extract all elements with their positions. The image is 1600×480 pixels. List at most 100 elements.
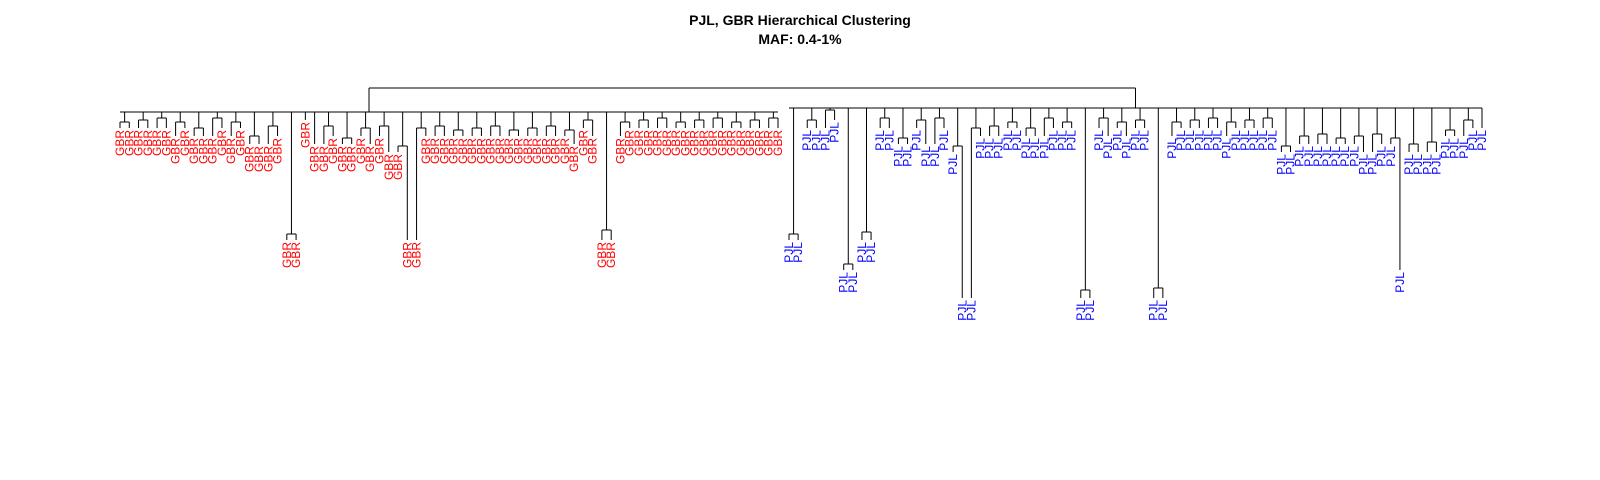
leaf-label: PJL <box>891 146 905 167</box>
leaf-label: PJL <box>1420 154 1434 175</box>
leaf-label: PJL <box>782 242 796 263</box>
leaf-label: PJL <box>873 130 887 151</box>
leaf-label: PJL <box>864 242 878 263</box>
leaf-label: GBR <box>400 242 414 268</box>
leaf-label: PJL <box>983 138 997 159</box>
leaf-label: GBR <box>391 154 405 180</box>
leaf-label: PJL <box>1010 130 1024 151</box>
leaf-label: GBR <box>363 146 377 172</box>
leaf-label: PJL <box>1393 272 1407 293</box>
leaf-label: GBR <box>215 130 229 156</box>
leaf-label: PJL <box>1329 146 1343 167</box>
leaf-label: GBR <box>419 138 433 164</box>
leaf-label: GBR <box>484 138 498 164</box>
leaf-label: PJL <box>1265 130 1279 151</box>
leaf-label: GBR <box>456 138 470 164</box>
leaf-label: GBR <box>224 138 238 164</box>
leaf-label: PJL <box>1037 138 1051 159</box>
leaf-label: GBR <box>502 138 516 164</box>
leaf-label: PJL <box>1147 300 1161 321</box>
leaf-label: PJL <box>1284 154 1298 175</box>
leaf-label: PJL <box>1274 154 1288 175</box>
leaf-label: GBR <box>196 138 210 164</box>
leaf-label: GBR <box>372 138 386 164</box>
leaf-label: GBR <box>132 130 146 156</box>
leaf-label: PJL <box>1110 130 1124 151</box>
leaf-label: GBR <box>345 146 359 172</box>
leaf-label: PJL <box>1074 300 1088 321</box>
leaf-label: PJL <box>882 130 896 151</box>
leaf-label: GBR <box>595 242 609 268</box>
leaf-label: GBR <box>280 242 294 268</box>
leaf-label: PJL <box>973 138 987 159</box>
leaf-label: GBR <box>271 138 285 164</box>
leaf-label: GBR <box>651 130 665 156</box>
leaf-label: PJL <box>1220 138 1234 159</box>
leaf-label: GBR <box>734 130 748 156</box>
leaf-label: PJL <box>928 146 942 167</box>
leaf-label: GBR <box>150 130 164 156</box>
leaf-label: GBR <box>558 138 572 164</box>
leaf-label: PJL <box>1356 154 1370 175</box>
leaf-label: PJL <box>1320 146 1334 167</box>
leaf-label: PJL <box>1439 138 1453 159</box>
leaf-label: GBR <box>752 130 766 156</box>
leaf-label: GBR <box>233 130 247 156</box>
leaf-label: PJL <box>1338 146 1352 167</box>
leaf-label: GBR <box>771 130 785 156</box>
leaf-label: PJL <box>1165 138 1179 159</box>
leaf-label: PJL <box>800 130 814 151</box>
leaf-label: GBR <box>549 138 563 164</box>
leaf-label: PJL <box>1119 138 1133 159</box>
leaf-label: PJL <box>1056 130 1070 151</box>
leaf-label: GBR <box>141 130 155 156</box>
leaf-label: PJL <box>1092 130 1106 151</box>
leaf-label: GBR <box>382 154 396 180</box>
leaf-label: PJL <box>1411 154 1425 175</box>
leaf-label: PJL <box>1019 138 1033 159</box>
leaf-label: GBR <box>493 138 507 164</box>
leaf-label: PJL <box>1229 130 1243 151</box>
leaf-label: GBR <box>113 130 127 156</box>
leaf-label: GBR <box>725 130 739 156</box>
leaf-label: PJL <box>1028 138 1042 159</box>
leaf-label: PJL <box>955 300 969 321</box>
leaf-label: PJL <box>809 130 823 151</box>
leaf-label: GBR <box>539 138 553 164</box>
leaf-label: GBR <box>613 138 627 164</box>
leaf-label: GBR <box>252 146 266 172</box>
leaf-label: PJL <box>1311 146 1325 167</box>
chart-subtitle: MAF: 0.4-1% <box>758 31 842 47</box>
leaf-label: GBR <box>715 130 729 156</box>
leaf-label: GBR <box>660 130 674 156</box>
leaf-label: GBR <box>641 130 655 156</box>
leaf-label: GBR <box>465 138 479 164</box>
leaf-label: PJL <box>1466 130 1480 151</box>
leaf-label: GBR <box>623 130 637 156</box>
leaf-label: PJL <box>1375 146 1389 167</box>
leaf-label: PJL <box>1101 138 1115 159</box>
leaf-label: PJL <box>828 122 842 143</box>
leaf-label: GBR <box>169 138 183 164</box>
leaf-label: PJL <box>1256 130 1270 151</box>
leaf-label: GBR <box>261 146 275 172</box>
leaf-label: PJL <box>855 242 869 263</box>
leaf-label: GBR <box>206 138 220 164</box>
leaf-label: PJL <box>910 130 924 151</box>
leaf-label: PJL <box>1293 146 1307 167</box>
leaf-label: GBR <box>604 242 618 268</box>
chart-title: PJL, GBR Hierarchical Clustering <box>689 12 911 28</box>
leaf-label: PJL <box>1192 130 1206 151</box>
leaf-label: GBR <box>474 138 488 164</box>
leaf-label: PJL <box>1174 130 1188 151</box>
leaf-label: GBR <box>530 138 544 164</box>
leaf-label: PJL <box>901 146 915 167</box>
leaf-label: GBR <box>308 146 322 172</box>
leaf-label: GBR <box>706 130 720 156</box>
leaf-label: PJL <box>1302 146 1316 167</box>
leaf-label: GBR <box>122 130 136 156</box>
leaf-label: PJL <box>791 242 805 263</box>
leaf-label: PJL <box>1201 130 1215 151</box>
leaf-label: PJL <box>1183 130 1197 151</box>
leaf-label: GBR <box>428 138 442 164</box>
